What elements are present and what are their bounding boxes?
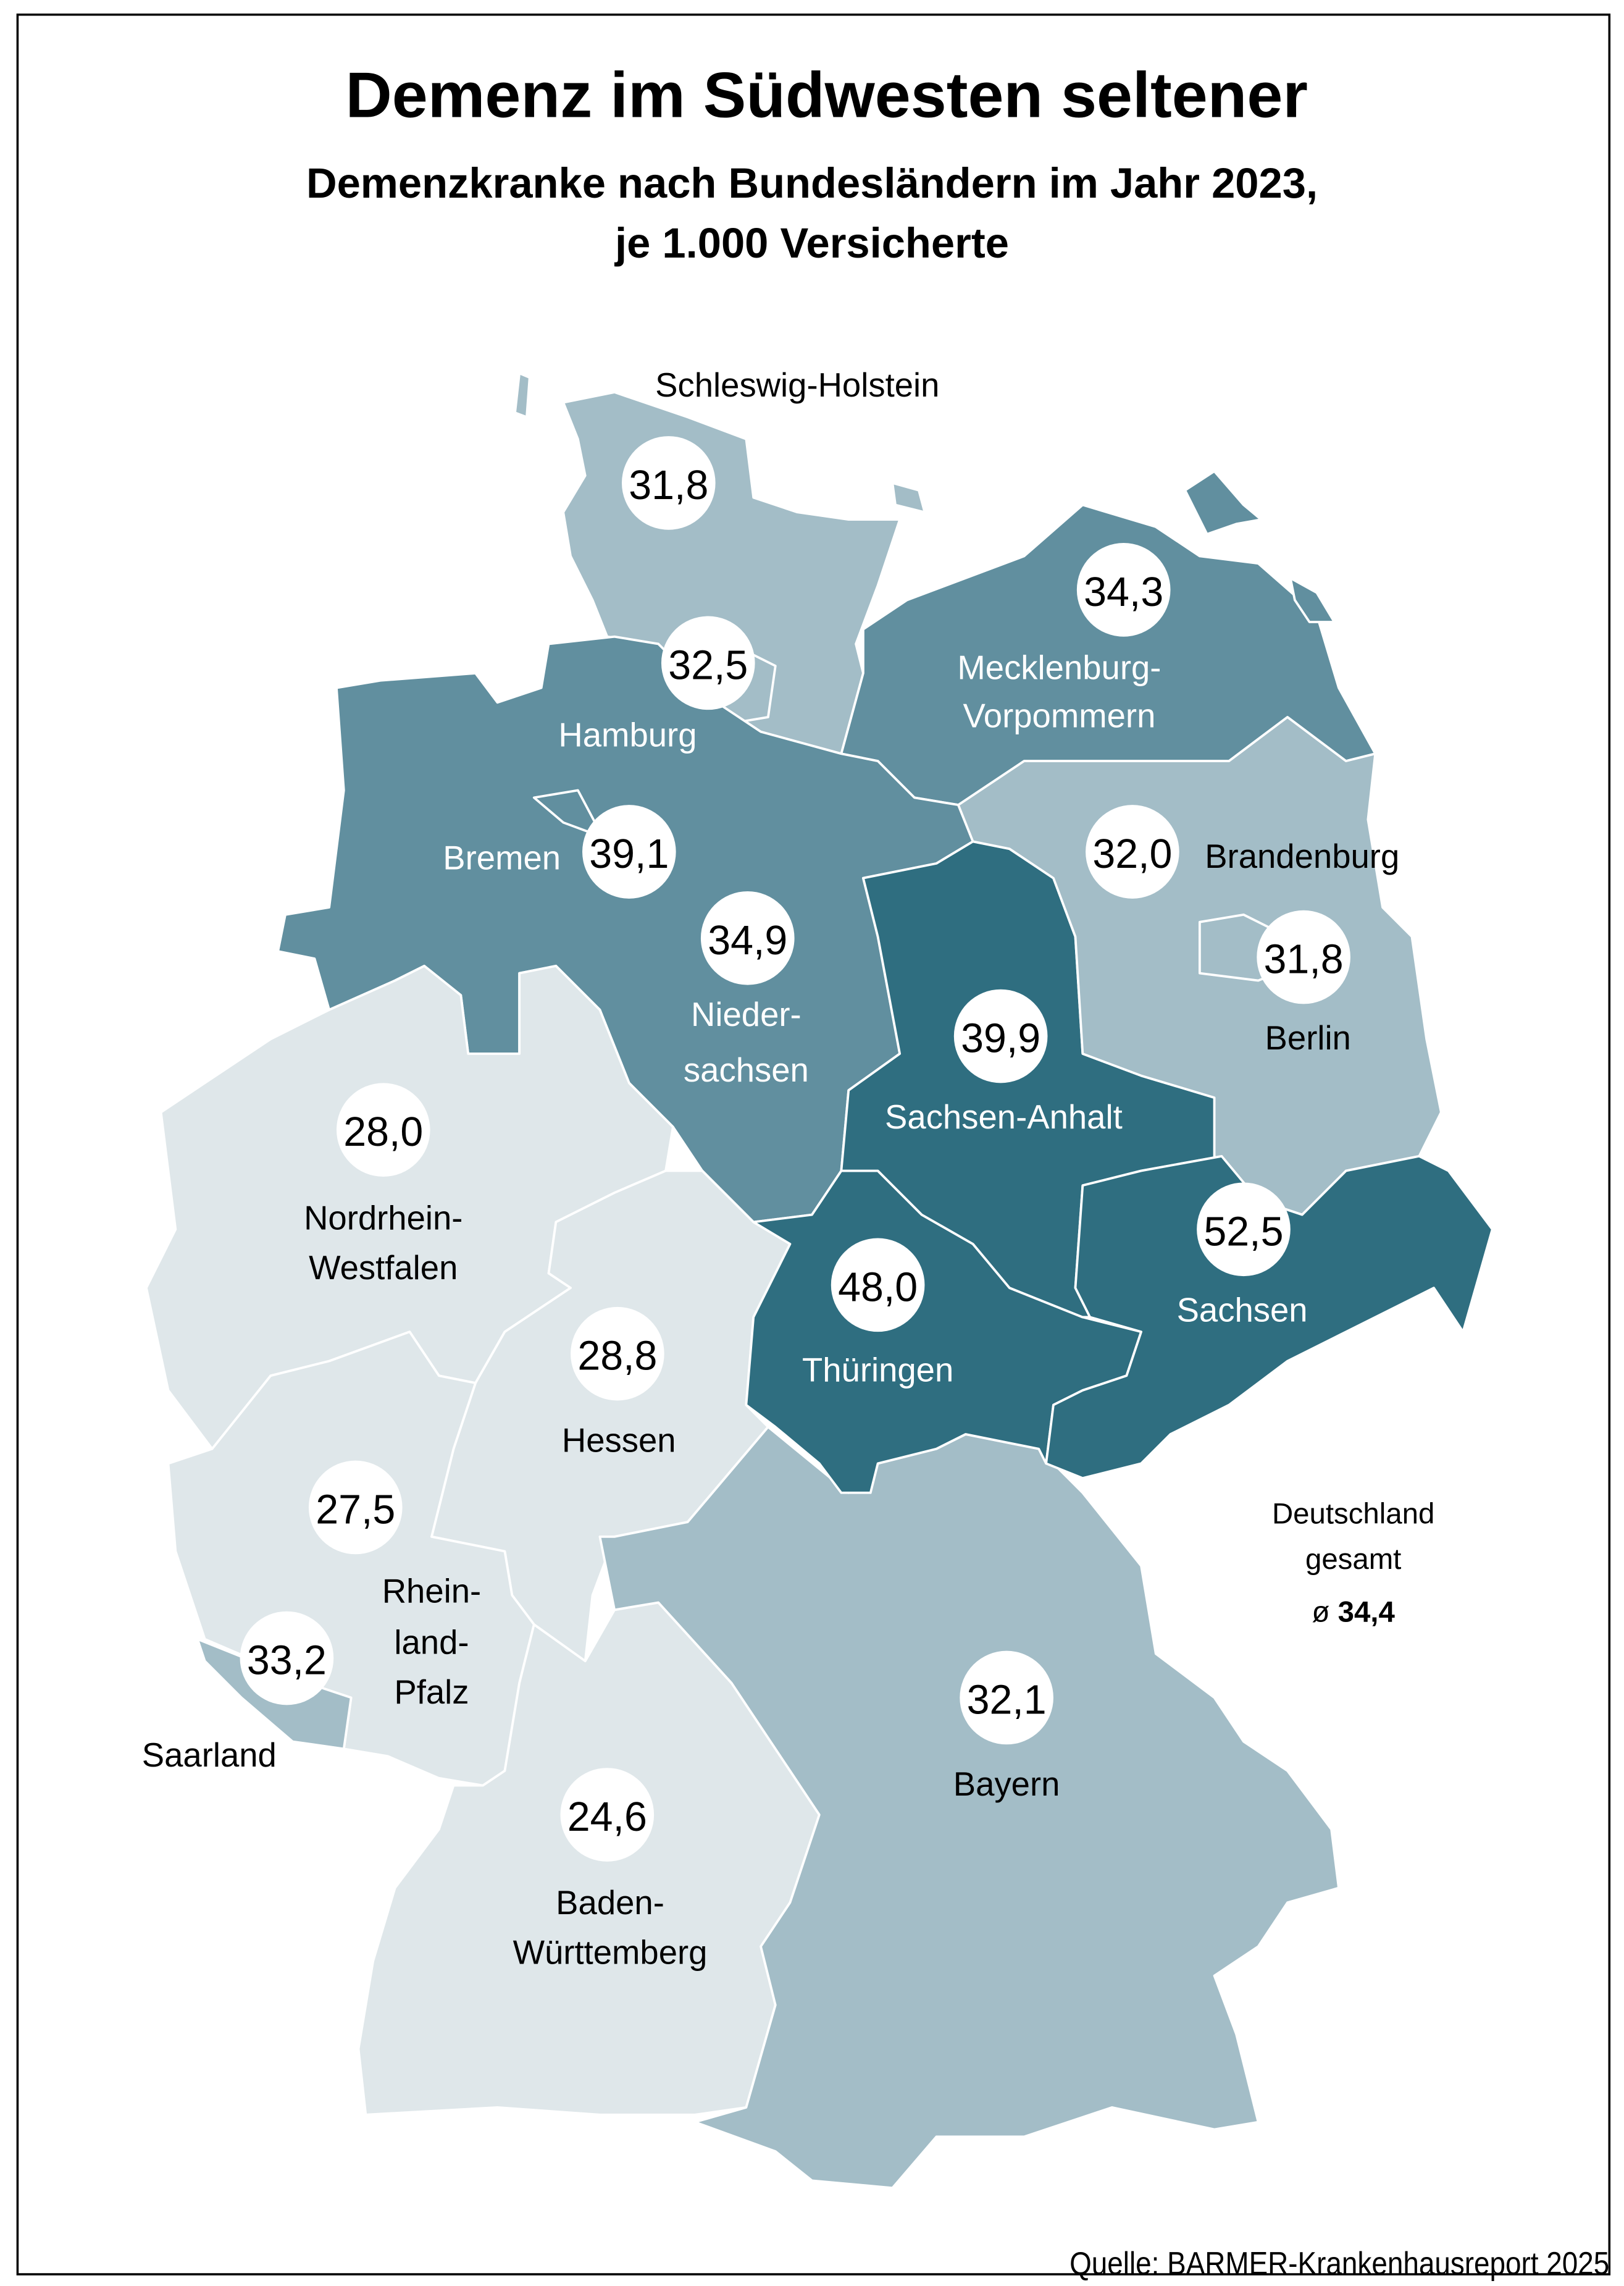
value-label-sh: 31,8 <box>629 463 708 508</box>
name-label-th: Thüringen <box>802 1351 953 1389</box>
name-label-he: Hessen <box>562 1421 676 1459</box>
badge-he: 28,8 <box>571 1306 664 1401</box>
badge-sl: 33,2 <box>240 1611 334 1705</box>
value-label-ni: 34,9 <box>708 918 787 964</box>
name-label-nw-1: Nordrhein- <box>304 1199 463 1237</box>
national-value-line: ø 34,4 <box>1312 1595 1395 1628</box>
name-label-sh: Schleswig-Holstein <box>655 366 939 404</box>
national-value: 34,4 <box>1338 1595 1396 1628</box>
badge-nw: 28,0 <box>336 1083 430 1177</box>
name-label-sn: Sachsen <box>1177 1292 1308 1329</box>
value-label-st: 39,9 <box>961 1016 1040 1062</box>
badge-bw: 24,6 <box>560 1768 655 1862</box>
national-line2: gesamt <box>1305 1543 1401 1576</box>
badge-ni: 34,9 <box>700 891 795 985</box>
name-label-ni-2: sachsen <box>684 1051 809 1089</box>
name-label-ni-1: Nieder- <box>691 996 802 1033</box>
badge-th: 48,0 <box>831 1238 925 1332</box>
badge-be: 31,8 <box>1257 910 1350 1004</box>
name-label-nw-2: Westfalen <box>309 1249 458 1287</box>
name-label-bb: Brandenburg <box>1205 838 1399 875</box>
badge-bb: 32,0 <box>1086 805 1179 899</box>
name-label-be: Berlin <box>1265 1019 1351 1057</box>
subtitle-line2: je 1.000 Versicherte <box>614 219 1009 267</box>
value-label-nw: 28,0 <box>343 1109 423 1155</box>
name-label-sl: Saarland <box>142 1736 277 1774</box>
name-label-bw-2: Württemberg <box>513 1934 708 1972</box>
national-average: Deutschland gesamt ø 34,4 <box>1272 1498 1434 1629</box>
name-label-rp-1: Rhein- <box>382 1572 482 1610</box>
island-sylt <box>514 372 531 419</box>
name-label-rp-2: land- <box>394 1623 469 1661</box>
frame-border <box>16 13 1611 2275</box>
island-fehmarn <box>891 482 926 514</box>
island-usedom <box>1289 577 1336 623</box>
national-line1: Deutschland <box>1272 1498 1434 1531</box>
value-label-hb: 39,1 <box>589 831 669 877</box>
badge-st: 39,9 <box>953 989 1048 1083</box>
value-label-sn: 52,5 <box>1203 1209 1283 1254</box>
name-label-mv-1: Mecklenburg- <box>957 649 1161 686</box>
value-label-bb: 32,0 <box>1092 831 1172 877</box>
name-label-hb: Bremen <box>443 839 561 876</box>
subtitle-line1: Demenzkranke nach Bundesländern im Jahr … <box>306 159 1318 207</box>
value-label-he: 28,8 <box>577 1334 657 1379</box>
name-label-st: Sachsen-Anhalt <box>885 1098 1123 1136</box>
badge-by: 32,1 <box>960 1650 1053 1745</box>
germany-map <box>145 372 1494 2190</box>
badge-sh: 31,8 <box>621 436 716 530</box>
value-label-by: 32,1 <box>967 1678 1047 1723</box>
value-label-be: 31,8 <box>1264 937 1344 983</box>
title: Demenz im Südwesten seltener <box>345 60 1307 132</box>
badge-mv: 34,3 <box>1076 543 1171 637</box>
value-label-hh: 32,5 <box>668 642 748 688</box>
name-label-hh: Hamburg <box>558 716 697 754</box>
value-label-bw: 24,6 <box>567 1794 647 1840</box>
source-note: Quelle: BARMER-Krankenhausreport 2025 <box>1069 2246 1609 2281</box>
average-symbol: ø <box>1312 1595 1329 1628</box>
badge-hb: 39,1 <box>582 805 676 899</box>
name-label-mv-2: Vorpommern <box>963 697 1155 735</box>
badge-rp: 27,5 <box>308 1460 403 1555</box>
value-label-mv: 34,3 <box>1084 569 1163 615</box>
value-label-th: 48,0 <box>838 1264 918 1310</box>
name-label-by: Bayern <box>953 1765 1060 1803</box>
value-label-sl: 33,2 <box>247 1638 327 1684</box>
island-ruegen <box>1184 470 1263 536</box>
name-label-bw-1: Baden- <box>556 1884 664 1922</box>
name-label-rp-3: Pfalz <box>394 1673 469 1711</box>
value-label-rp: 27,5 <box>316 1487 395 1533</box>
badge-hh: 32,5 <box>661 616 755 710</box>
region-labels: 31,8 32,5 34,3 39,1 34,9 32,0 31,8 39,9 … <box>142 366 1399 1972</box>
badge-sn: 52,5 <box>1197 1182 1291 1277</box>
